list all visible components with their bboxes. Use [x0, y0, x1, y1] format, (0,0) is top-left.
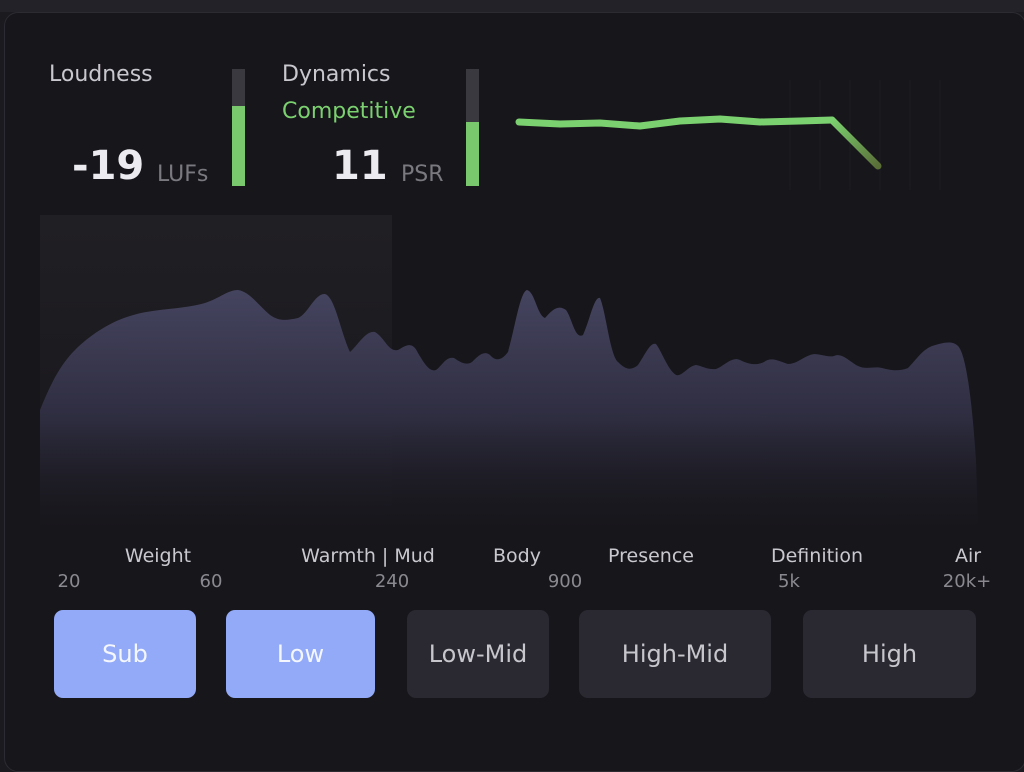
dynamics-history-graph: [515, 80, 941, 190]
freq-label-900: 900: [547, 571, 583, 592]
spectrum-analyzer: [40, 215, 978, 525]
low-band-button[interactable]: Low: [226, 610, 375, 698]
spectrum-curve: [40, 290, 978, 525]
dynamics-unit: PSR: [401, 162, 444, 187]
low-mid-band-button[interactable]: Low-Mid: [407, 610, 549, 698]
dynamics-label: Dynamics: [282, 62, 391, 87]
band-label-presence: Presence: [608, 545, 694, 567]
loudness-meter: [232, 69, 245, 186]
band-label-warmth-mud: Warmth | Mud: [301, 545, 435, 567]
freq-label-240: 240: [374, 571, 410, 592]
loudness-label: Loudness: [49, 62, 153, 87]
dynamics-history-tail: [828, 116, 882, 170]
freq-label-60: 60: [199, 571, 223, 592]
dynamics-history-line: [515, 115, 836, 130]
freq-label-5k: 5k: [778, 571, 800, 592]
freq-label-20: 20: [57, 571, 81, 592]
loudness-meter-fill: [232, 106, 245, 186]
band-label-definition: Definition: [770, 545, 864, 567]
dynamics-status: Competitive: [282, 99, 416, 124]
band-label-body: Body: [493, 545, 541, 567]
dynamics-value: 11: [332, 143, 388, 189]
freq-label-20k-plus: 20k+: [942, 571, 992, 592]
band-label-weight: Weight: [124, 545, 192, 567]
window-top-bar: [0, 0, 1024, 12]
band-label-air: Air: [954, 545, 982, 567]
dynamics-meter: [466, 69, 479, 186]
high-mid-band-button[interactable]: High-Mid: [579, 610, 771, 698]
sub-band-button[interactable]: Sub: [54, 610, 196, 698]
loudness-value: -19: [72, 143, 145, 189]
high-band-button[interactable]: High: [803, 610, 976, 698]
loudness-unit: LUFs: [157, 162, 209, 187]
dynamics-meter-fill: [466, 121, 479, 186]
